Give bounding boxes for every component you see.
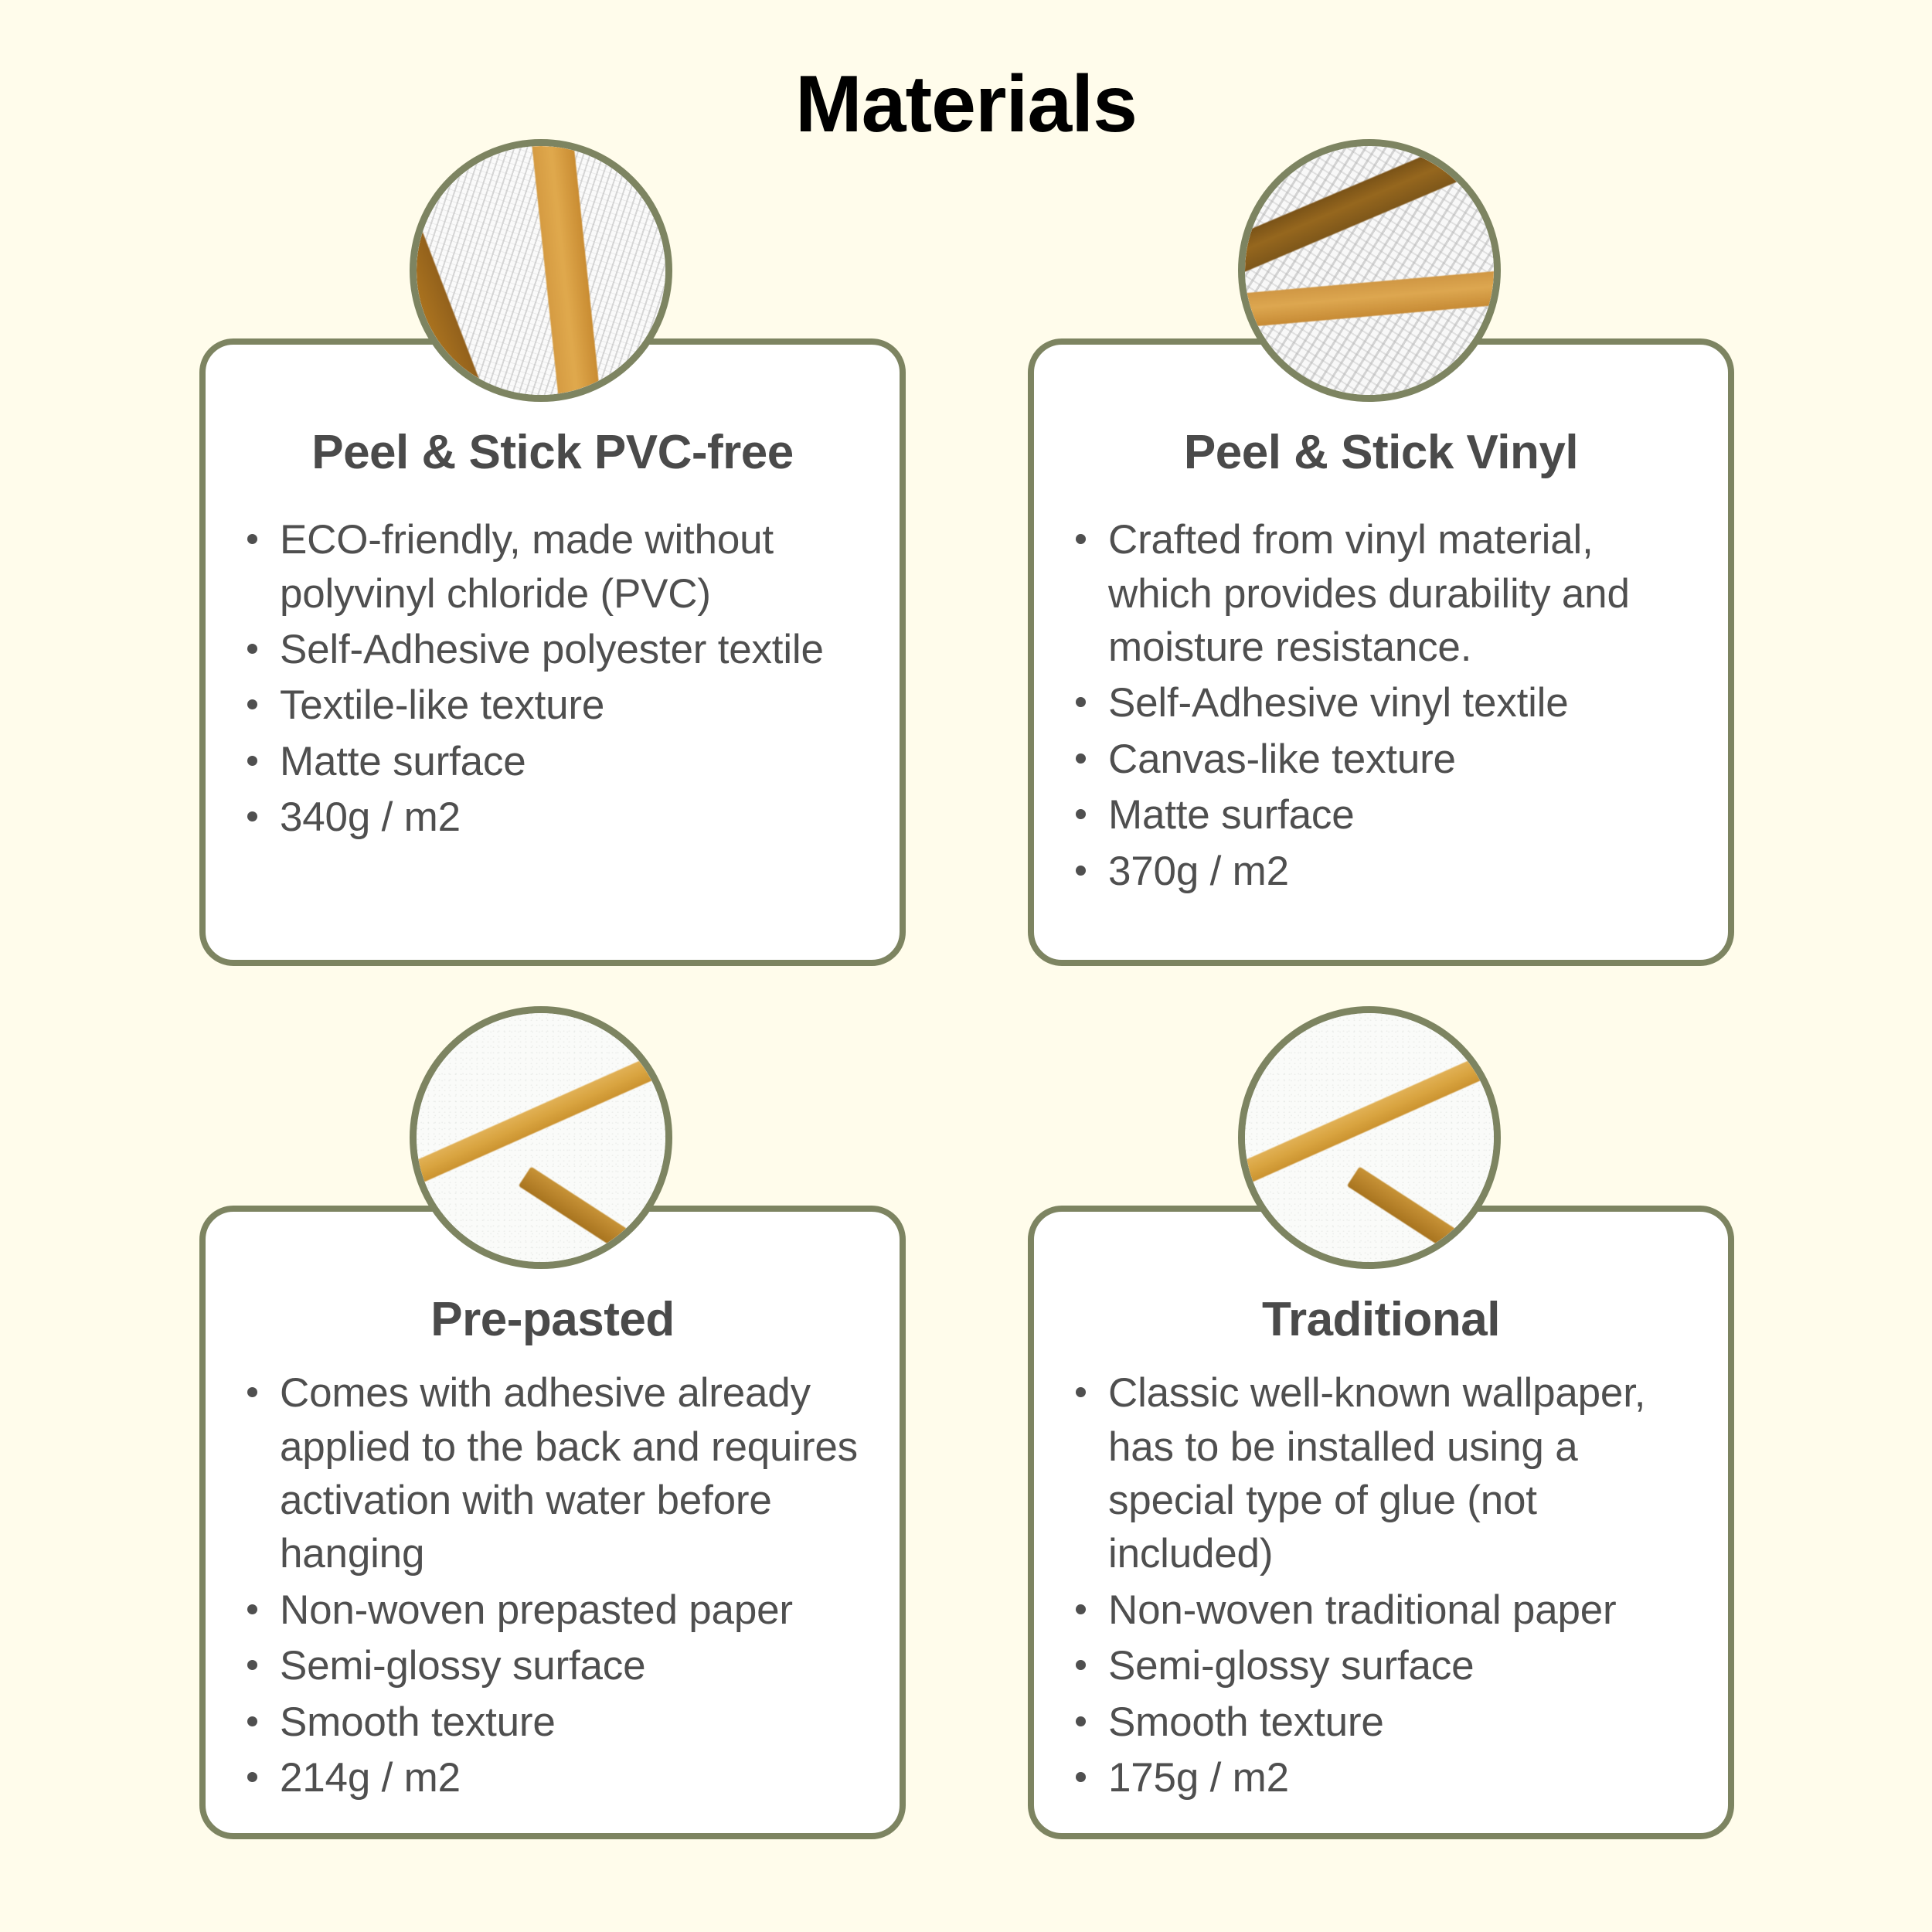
list-item: Non-woven prepasted paper xyxy=(241,1583,864,1637)
swatch-stripe-dark xyxy=(518,1166,665,1262)
list-item: Self-Adhesive polyester textile xyxy=(241,623,864,676)
bullet-dot-icon xyxy=(247,534,257,545)
list-item-text: Non-woven traditional paper xyxy=(1108,1587,1617,1633)
card-title: Peel & Stick Vinyl xyxy=(1183,426,1579,479)
material-card-pre-pasted: Pre-pasted Comes with adhesive already a… xyxy=(199,1206,906,1839)
list-item: Classic well-known wallpaper, has to be … xyxy=(1070,1366,1692,1581)
bullet-dot-icon xyxy=(247,755,257,766)
list-item: Matte surface xyxy=(1070,788,1692,842)
bullet-dot-icon xyxy=(247,1660,257,1671)
list-item-text: 370g / m2 xyxy=(1108,848,1289,894)
bullet-dot-icon xyxy=(1076,1772,1086,1783)
list-item: 340g / m2 xyxy=(241,791,864,844)
list-item: ECO-friendly, made without polyvinyl chl… xyxy=(241,513,864,621)
list-item: 175g / m2 xyxy=(1070,1751,1692,1804)
bullet-dot-icon xyxy=(247,1387,257,1398)
feature-list: Classic well-known wallpaper, has to be … xyxy=(1070,1366,1692,1804)
bullet-dot-icon xyxy=(1076,534,1086,545)
page-title: Materials xyxy=(795,60,1138,149)
card-title: Peel & Stick PVC-free xyxy=(311,426,794,479)
bullet-dot-icon xyxy=(247,644,257,655)
feature-list: Comes with adhesive already applied to t… xyxy=(241,1366,864,1804)
bullet-dot-icon xyxy=(247,1604,257,1614)
list-item: Textile-like texture xyxy=(241,679,864,732)
fabric-swatch-smooth-icon xyxy=(1238,1006,1501,1269)
bullet-dot-icon xyxy=(1076,1716,1086,1726)
list-item: Self-Adhesive vinyl textile xyxy=(1070,676,1692,730)
bullet-dot-icon xyxy=(1076,753,1086,764)
bullet-dot-icon xyxy=(247,699,257,710)
list-item-text: 214g / m2 xyxy=(280,1755,461,1801)
material-card-peel-stick-vinyl: Peel & Stick Vinyl Crafted from vinyl ma… xyxy=(1028,338,1734,966)
list-item-text: Semi-glossy surface xyxy=(280,1643,646,1689)
list-item-text: ECO-friendly, made without polyvinyl chl… xyxy=(280,517,774,617)
list-item-text: Textile-like texture xyxy=(280,682,605,729)
swatch-stripe-dark xyxy=(417,146,521,395)
list-item-text: Canvas-like texture xyxy=(1108,736,1456,782)
list-item: 214g / m2 xyxy=(241,1751,864,1804)
list-item: Comes with adhesive already applied to t… xyxy=(241,1366,864,1581)
swatch-texture xyxy=(1245,146,1494,395)
bullet-dot-icon xyxy=(1076,697,1086,708)
swatch-stripe-light xyxy=(1245,264,1494,333)
swatch-texture xyxy=(417,1013,665,1262)
list-item: Smooth texture xyxy=(241,1696,864,1749)
list-item: Crafted from vinyl material, which provi… xyxy=(1070,513,1692,674)
bullet-dot-icon xyxy=(1076,1387,1086,1398)
swatch-texture xyxy=(417,146,665,395)
list-item-text: Non-woven prepasted paper xyxy=(280,1587,793,1633)
list-item-text: Self-Adhesive polyester textile xyxy=(280,627,824,673)
swatch-texture xyxy=(1245,1013,1494,1262)
bullet-dot-icon xyxy=(247,1716,257,1726)
list-item-text: Classic well-known wallpaper, has to be … xyxy=(1108,1370,1646,1577)
list-item: Semi-glossy surface xyxy=(1070,1639,1692,1692)
list-item-text: 175g / m2 xyxy=(1108,1755,1289,1801)
bullet-dot-icon xyxy=(1076,1660,1086,1671)
feature-list: Crafted from vinyl material, which provi… xyxy=(1070,513,1692,898)
list-item-text: Crafted from vinyl material, which provi… xyxy=(1108,517,1630,671)
material-card-traditional: Traditional Classic well-known wallpaper… xyxy=(1028,1206,1734,1839)
list-item-text: Matte surface xyxy=(1108,792,1355,838)
fabric-swatch-canvas-icon xyxy=(1238,139,1501,402)
swatch-stripe-light xyxy=(522,146,610,395)
bullet-dot-icon xyxy=(1076,809,1086,820)
feature-list: ECO-friendly, made without polyvinyl chl… xyxy=(241,513,864,845)
card-title: Pre-pasted xyxy=(430,1293,675,1346)
bullet-dot-icon xyxy=(247,811,257,822)
bullet-dot-icon xyxy=(1076,865,1086,876)
fabric-swatch-textile-icon xyxy=(410,139,672,402)
list-item: Semi-glossy surface xyxy=(241,1639,864,1692)
fabric-swatch-smooth-icon xyxy=(410,1006,672,1269)
list-item-text: Smooth texture xyxy=(1108,1699,1384,1745)
list-item: Smooth texture xyxy=(1070,1696,1692,1749)
list-item: 370g / m2 xyxy=(1070,845,1692,898)
bullet-dot-icon xyxy=(247,1772,257,1783)
list-item: Non-woven traditional paper xyxy=(1070,1583,1692,1637)
list-item-text: Self-Adhesive vinyl textile xyxy=(1108,680,1569,726)
list-item-text: Matte surface xyxy=(280,738,526,784)
card-title: Traditional xyxy=(1262,1293,1500,1346)
list-item-text: Comes with adhesive already applied to t… xyxy=(280,1370,858,1577)
list-item-text: Semi-glossy surface xyxy=(1108,1643,1475,1689)
list-item-text: Smooth texture xyxy=(280,1699,556,1745)
list-item-text: 340g / m2 xyxy=(280,794,461,841)
list-item: Matte surface xyxy=(241,735,864,788)
bullet-dot-icon xyxy=(1076,1604,1086,1614)
material-card-peel-stick-pvc-free: Peel & Stick PVC-free ECO-friendly, made… xyxy=(199,338,906,966)
swatch-stripe-dark xyxy=(1346,1166,1494,1262)
list-item: Canvas-like texture xyxy=(1070,733,1692,786)
